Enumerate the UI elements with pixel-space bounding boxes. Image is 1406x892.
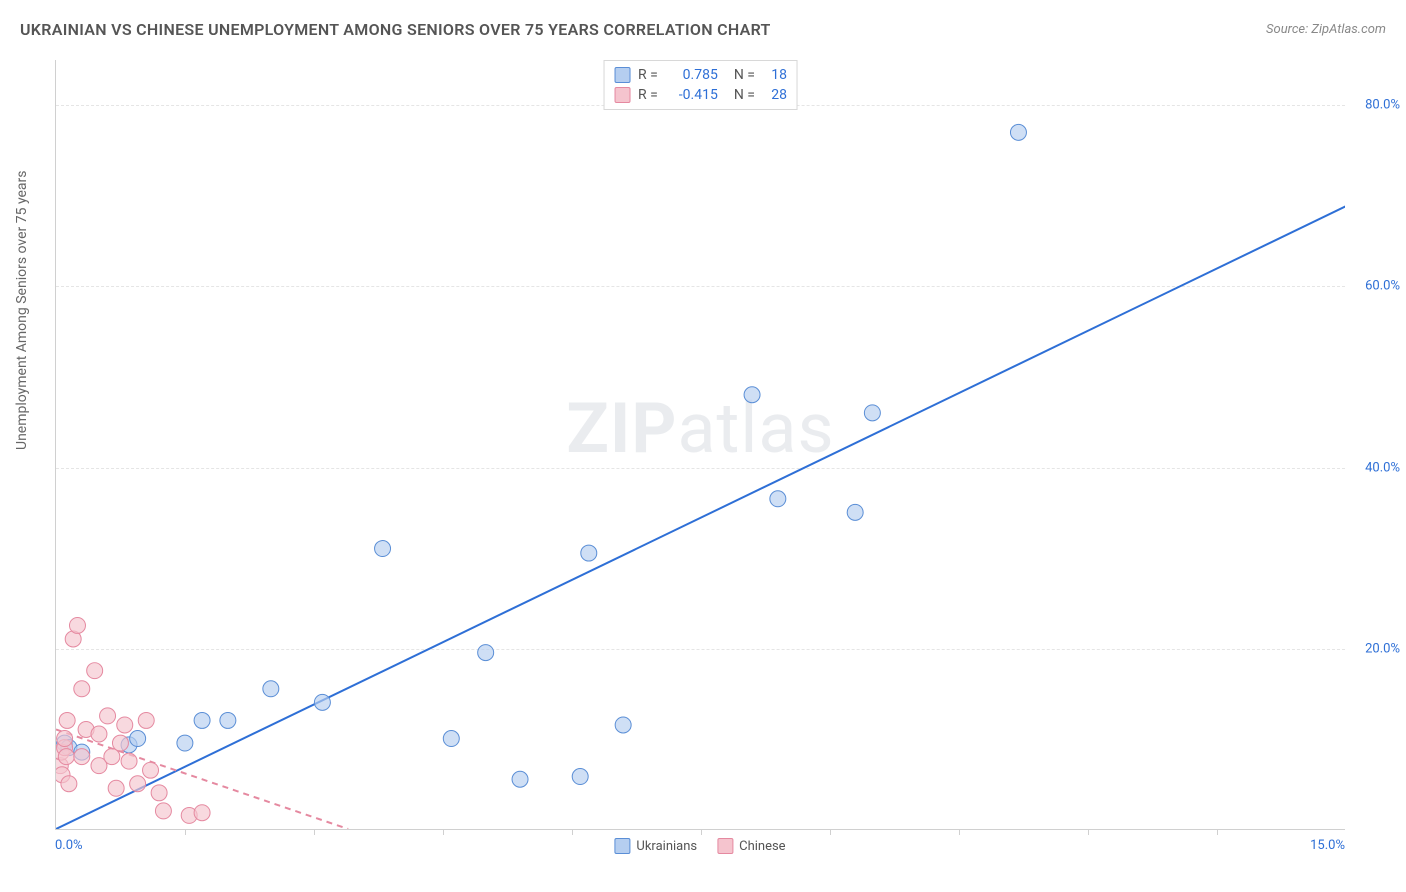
n-label: N = xyxy=(734,87,755,103)
chinese-point xyxy=(104,749,120,765)
ukrainians-point xyxy=(194,712,210,728)
x-tick xyxy=(185,829,186,835)
legend-item: Chinese xyxy=(717,838,785,854)
ukrainians-point xyxy=(615,717,631,733)
stats-legend-row: R = 0.785 N = 18 xyxy=(614,65,787,85)
chinese-point xyxy=(87,663,103,679)
legend-swatch xyxy=(614,838,630,854)
y-axis-label: Unemployment Among Seniors over 75 years xyxy=(14,171,30,451)
ukrainians-trend-line xyxy=(56,178,1345,829)
ukrainians-point xyxy=(847,504,863,520)
r-value: -0.415 xyxy=(666,87,718,103)
x-tick xyxy=(1217,829,1218,835)
legend-swatch xyxy=(614,87,630,103)
series-legend: Ukrainians Chinese xyxy=(614,838,785,854)
n-value: 28 xyxy=(763,87,787,103)
chinese-point xyxy=(69,617,85,633)
chinese-point xyxy=(59,712,75,728)
legend-swatch xyxy=(717,838,733,854)
ukrainians-point xyxy=(314,694,330,710)
legend-swatch xyxy=(614,67,630,83)
ukrainians-point xyxy=(744,387,760,403)
x-tick xyxy=(443,829,444,835)
ukrainians-point xyxy=(263,681,279,697)
ukrainians-point xyxy=(581,545,597,561)
chinese-point xyxy=(117,717,133,733)
ukrainians-point xyxy=(770,491,786,507)
ukrainians-point xyxy=(478,645,494,661)
legend-item: Ukrainians xyxy=(614,838,697,854)
chart-svg xyxy=(56,60,1345,829)
stats-legend: R = 0.785 N = 18 R = -0.415 N = 28 xyxy=(603,60,798,110)
chinese-point xyxy=(57,731,73,747)
x-tick xyxy=(830,829,831,835)
ukrainians-point xyxy=(220,712,236,728)
r-value: 0.785 xyxy=(666,67,718,83)
ukrainians-point xyxy=(1010,124,1026,140)
ukrainians-point xyxy=(130,731,146,747)
plot-area: ZIPatlas R =0.785N =18R =-0.415N =28 20.… xyxy=(55,60,1345,830)
x-axis-max-label: 15.0% xyxy=(1310,838,1345,853)
chinese-point xyxy=(155,803,171,819)
n-label: N = xyxy=(734,67,755,83)
y-tick-label: 80.0% xyxy=(1350,98,1400,113)
x-tick xyxy=(701,829,702,835)
stats-legend-row: R = -0.415 N = 28 xyxy=(614,85,787,105)
chinese-point xyxy=(100,708,116,724)
source-credit: Source: ZipAtlas.com xyxy=(1266,22,1386,37)
ukrainians-point xyxy=(443,731,459,747)
chinese-point xyxy=(138,712,154,728)
chinese-point xyxy=(61,776,77,792)
chinese-point xyxy=(151,785,167,801)
chinese-point xyxy=(74,681,90,697)
chinese-point xyxy=(58,749,74,765)
chinese-point xyxy=(130,776,146,792)
x-tick xyxy=(959,829,960,835)
x-tick xyxy=(1088,829,1089,835)
chinese-point xyxy=(194,805,210,821)
y-tick-label: 60.0% xyxy=(1350,279,1400,294)
x-axis-min-label: 0.0% xyxy=(55,838,83,853)
y-tick-label: 40.0% xyxy=(1350,460,1400,475)
chinese-point xyxy=(143,762,159,778)
ukrainians-point xyxy=(864,405,880,421)
ukrainians-point xyxy=(512,771,528,787)
ukrainians-point xyxy=(572,769,588,785)
r-label: R = xyxy=(638,67,658,83)
ukrainians-point xyxy=(375,541,391,557)
chinese-point xyxy=(121,753,137,769)
chinese-point xyxy=(74,749,90,765)
x-tick xyxy=(314,829,315,835)
x-tick xyxy=(572,829,573,835)
x-axis-row: 0.0% Ukrainians Chinese 15.0% xyxy=(55,838,1345,878)
legend-label: Ukrainians xyxy=(636,839,697,854)
r-label: R = xyxy=(638,87,658,103)
chinese-point xyxy=(91,726,107,742)
n-value: 18 xyxy=(763,67,787,83)
chinese-point xyxy=(108,780,124,796)
y-tick-label: 20.0% xyxy=(1350,641,1400,656)
chart-title: UKRAINIAN VS CHINESE UNEMPLOYMENT AMONG … xyxy=(20,20,771,39)
chinese-point xyxy=(112,735,128,751)
legend-label: Chinese xyxy=(739,839,785,854)
ukrainians-point xyxy=(177,735,193,751)
